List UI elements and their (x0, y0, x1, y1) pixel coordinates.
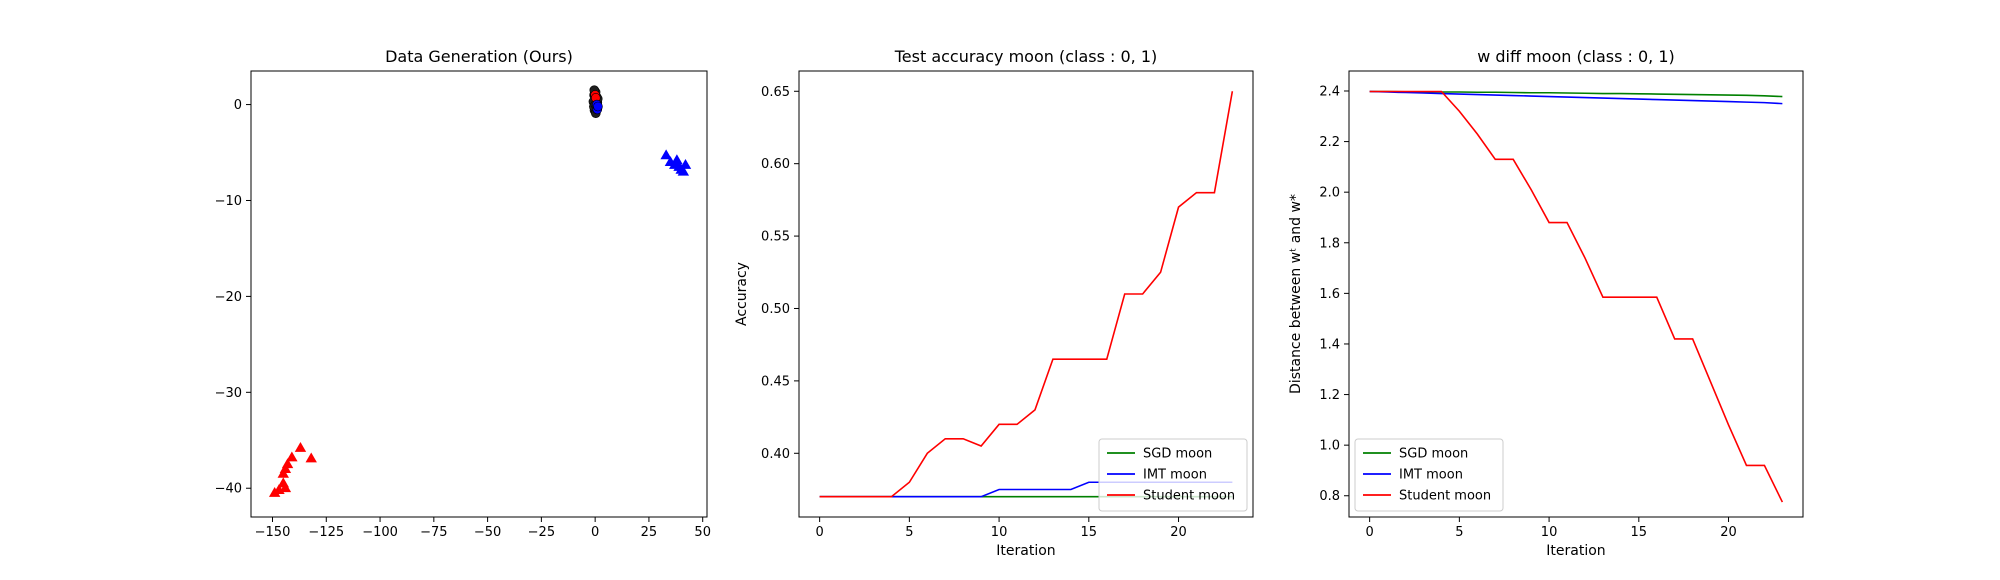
y-tick-label: 0.40 (761, 447, 790, 462)
legend: SGD moon IMT moon Student moon (1098, 438, 1248, 512)
x-tick-label: −75 (420, 525, 447, 540)
y-tick-label: −10 (215, 194, 242, 209)
x-tick-label: 50 (694, 525, 711, 540)
x-tick-label: 0 (591, 525, 599, 540)
x-tick-label: 15 (1081, 525, 1098, 540)
x-tick-label: −150 (255, 525, 291, 540)
legend-label: Student moon (1399, 489, 1491, 504)
chart-title: w diff moon (class : 0, 1) (1477, 47, 1675, 66)
legend-frame (1354, 438, 1504, 512)
chart-title: Test accuracy moon (class : 0, 1) (894, 47, 1158, 66)
chart-title: Data Generation (Ours) (385, 47, 573, 66)
legend-label: SGD moon (1143, 447, 1212, 462)
scatter-point (593, 101, 603, 112)
y-tick-label: 0 (234, 98, 242, 113)
y-tick-label: 0.65 (761, 85, 790, 100)
x-tick-label: 5 (1455, 525, 1463, 540)
scatter-point (305, 452, 317, 463)
scatter-point (279, 463, 292, 473)
scatter-point (660, 149, 672, 160)
x-tick-label: 10 (991, 525, 1008, 540)
x-axis-title: Iteration (1546, 543, 1605, 559)
y-tick-label: 2.4 (1319, 84, 1340, 99)
legend-label: IMT moon (1143, 468, 1207, 483)
y-tick-label: −40 (215, 482, 242, 497)
y-tick-label: 0.50 (761, 302, 790, 317)
x-tick-label: 5 (905, 525, 913, 540)
y-tick-label: 1.6 (1319, 287, 1340, 302)
data-area (819, 91, 1234, 498)
scatter-point (286, 451, 298, 462)
chart-1: Data Generation (Ours)−150 −125 −100 −75 −50… (215, 47, 711, 540)
legend-label: SGD moon (1399, 447, 1468, 462)
y-axis-title: Accuracy (734, 262, 750, 326)
x-tick-label: 10 (1541, 525, 1558, 540)
x-tick-label: 25 (641, 525, 658, 540)
plot-frame (250, 70, 708, 518)
data-area (268, 85, 692, 497)
scatter-point (279, 482, 292, 493)
legend: SGD moon IMT moon Student moon (1354, 438, 1504, 512)
y-tick-label: 1.8 (1319, 236, 1340, 251)
x-tick-label: −125 (308, 525, 344, 540)
x-tick-label: −100 (362, 525, 398, 540)
y-axis-title: Distance between wᵗ and w* (1288, 194, 1304, 394)
plot-frame (798, 70, 1254, 518)
scatter-point (671, 154, 683, 165)
x-axis-title: Iteration (996, 543, 1055, 559)
legend-label: IMT moon (1399, 468, 1463, 483)
series-line (819, 91, 1234, 498)
y-tick-label: 0.45 (761, 374, 790, 389)
y-tick-label: 2.0 (1319, 186, 1340, 201)
y-tick-label: 0.55 (761, 230, 790, 245)
legend-frame (1098, 438, 1248, 512)
y-tick-label: 1.4 (1319, 337, 1340, 352)
x-tick-label: −25 (528, 525, 555, 540)
x-tick-label: 15 (1631, 525, 1648, 540)
y-tick-label: −20 (215, 290, 242, 305)
scatter-point (673, 160, 685, 171)
x-tick-label: 0 (1365, 525, 1373, 540)
legend-label: Student moon (1143, 489, 1235, 504)
y-tick-label: 1.2 (1319, 388, 1340, 403)
y-tick-label: 0.8 (1319, 489, 1340, 504)
series-line (1369, 90, 1784, 503)
plot-frame (1348, 70, 1804, 518)
scatter-point (679, 158, 692, 169)
series-line (1369, 90, 1783, 105)
data-area (1369, 90, 1784, 503)
scatter-point (294, 441, 307, 452)
x-tick-label: 0 (815, 525, 823, 540)
chart-2: Test accuracy moon (class : 0, 1) 0 5 10 15 2… (734, 47, 1254, 559)
x-tick-label: 20 (1170, 525, 1187, 540)
x-tick-label: −50 (474, 525, 501, 540)
y-tick-label: 0.60 (761, 157, 790, 172)
y-tick-label: −30 (215, 386, 242, 401)
chart-3: w diff moon (class : 0, 1) 0 5 10 15 20 0.8 1.0… (1288, 47, 1804, 559)
y-tick-label: 1.0 (1319, 439, 1340, 454)
x-tick-label: 20 (1720, 525, 1737, 540)
y-tick-label: 2.2 (1319, 135, 1340, 150)
